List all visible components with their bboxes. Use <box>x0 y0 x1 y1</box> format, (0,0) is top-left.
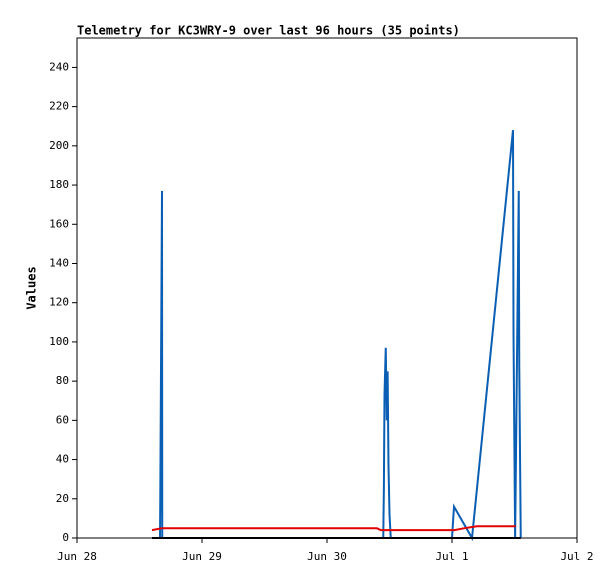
y-tick-label: 80 <box>56 374 69 387</box>
y-tick-label: 240 <box>49 60 69 73</box>
y-tick-label: 40 <box>56 453 69 466</box>
x-tick-label: Jun 29 <box>182 550 222 563</box>
series-line <box>151 525 516 532</box>
y-tick-label: 220 <box>49 100 69 113</box>
y-tick-label: 140 <box>49 256 69 269</box>
y-tick-label: 200 <box>49 139 69 152</box>
y-tick-label: 120 <box>49 296 69 309</box>
chart-title: Telemetry for KC3WRY-9 over last 96 hour… <box>77 24 460 38</box>
x-tick-label: Jul 2 <box>560 550 593 563</box>
x-tick-label: Jul 1 <box>435 550 468 563</box>
y-tick-label: 20 <box>56 492 69 505</box>
y-tick-label: 100 <box>49 335 69 348</box>
y-tick-label: 0 <box>62 531 69 544</box>
x-tick-label: Jun 28 <box>57 550 97 563</box>
y-tick-label: 60 <box>56 413 69 426</box>
y-tick-label: 160 <box>49 217 69 230</box>
y-axis-label: Values <box>25 266 39 309</box>
y-tick-label: 180 <box>49 178 69 191</box>
x-tick-label: Jun 30 <box>307 550 347 563</box>
